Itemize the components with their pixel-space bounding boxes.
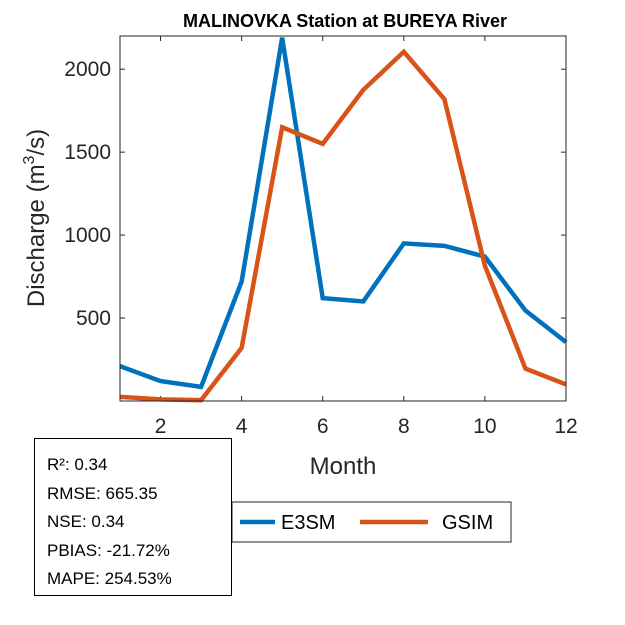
series-line-e3sm: [119, 37, 568, 390]
series-line-gsim: [119, 48, 567, 403]
x-tick-label: 12: [554, 415, 577, 438]
axis-ticks: 2 4 6 8 10 12 500 1000 1500 2000: [64, 36, 578, 438]
x-tick-label: 4: [236, 415, 248, 438]
series-lines: [119, 37, 568, 403]
stat-mape: MAPE: 254.53%: [47, 569, 172, 588]
plot-area: [120, 36, 566, 401]
x-tick-label: 2: [155, 415, 167, 438]
y-tick-label: 1500: [64, 141, 111, 164]
legend-label-e3sm: E3SM: [281, 512, 335, 534]
statistics-box: R²: 0.34 RMSE: 665.35 NSE: 0.34 PBIAS: -…: [34, 438, 232, 596]
stat-nse: NSE: 0.34: [47, 512, 125, 531]
legend-label-gsim: GSIM: [442, 512, 493, 534]
plot-frame: [119, 35, 567, 402]
x-tick-label: 10: [473, 415, 496, 438]
y-axis-title: Discharge (m3/s): [21, 129, 50, 307]
stat-rmse: RMSE: 665.35: [47, 483, 158, 503]
stat-r2: R²: 0.34: [47, 455, 108, 474]
x-tick-label: 8: [398, 415, 410, 438]
stat-pbias: PBIAS: -21.72%: [47, 540, 170, 560]
y-tick-label: 2000: [64, 58, 111, 81]
legend: E3SM GSIM: [231, 501, 512, 543]
chart-title: MALINOVKA Station at BUREYA River: [183, 11, 507, 31]
y-tick-label: 500: [76, 307, 111, 330]
x-tick-label: 6: [317, 415, 329, 438]
y-tick-label: 1000: [64, 224, 111, 247]
x-axis-title: Month: [310, 453, 377, 480]
